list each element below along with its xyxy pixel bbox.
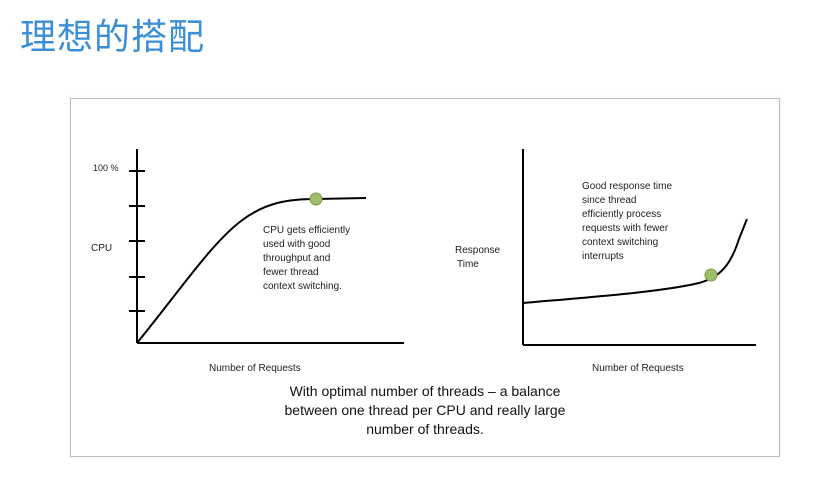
left-annotation-line: used with good xyxy=(263,239,330,250)
right-y-axis-label: Time xyxy=(457,259,479,270)
diagram-svg: 100 % CPU Number of Requests CPU gets ef… xyxy=(91,149,756,374)
left-annotation-line: context switching. xyxy=(263,281,342,292)
left-sweet-spot-marker xyxy=(309,192,323,206)
diagram-caption: With optimal number of threads – a balan… xyxy=(71,382,779,439)
slide-title: 理想的搭配 xyxy=(20,17,206,58)
right-chart: Response Time Number of Requests Good re… xyxy=(455,149,756,374)
left-y-axis-label: CPU xyxy=(91,243,112,254)
left-x-axis-label: Number of Requests xyxy=(209,363,301,374)
right-annotation-line: context switching xyxy=(582,237,658,248)
right-sweet-spot-marker xyxy=(704,268,718,282)
left-cpu-curve xyxy=(136,197,367,344)
right-x-axis-label: Number of Requests xyxy=(592,363,684,374)
right-annotation-line: requests with fewer xyxy=(582,223,669,234)
right-annotation-line: efficiently process xyxy=(582,209,661,220)
caption-line: With optimal number of threads – a balan… xyxy=(289,383,561,399)
left-chart: 100 % CPU Number of Requests CPU gets ef… xyxy=(91,149,404,374)
caption-line: number of threads. xyxy=(366,421,484,437)
right-annotation-line: interrupts xyxy=(582,251,624,262)
diagram-frame: 100 % CPU Number of Requests CPU gets ef… xyxy=(70,98,780,457)
caption-line: between one thread per CPU and really la… xyxy=(284,402,566,418)
right-annotation-line: Good response time xyxy=(582,181,672,192)
left-annotation-line: CPU gets efficiently xyxy=(263,225,350,236)
left-y-top-label: 100 % xyxy=(93,163,119,173)
left-annotation-line: throughput and xyxy=(263,253,330,264)
right-annotation-line: since thread xyxy=(582,195,636,206)
right-y-axis-label: Response xyxy=(455,245,500,256)
left-annotation-line: fewer thread xyxy=(263,267,319,278)
